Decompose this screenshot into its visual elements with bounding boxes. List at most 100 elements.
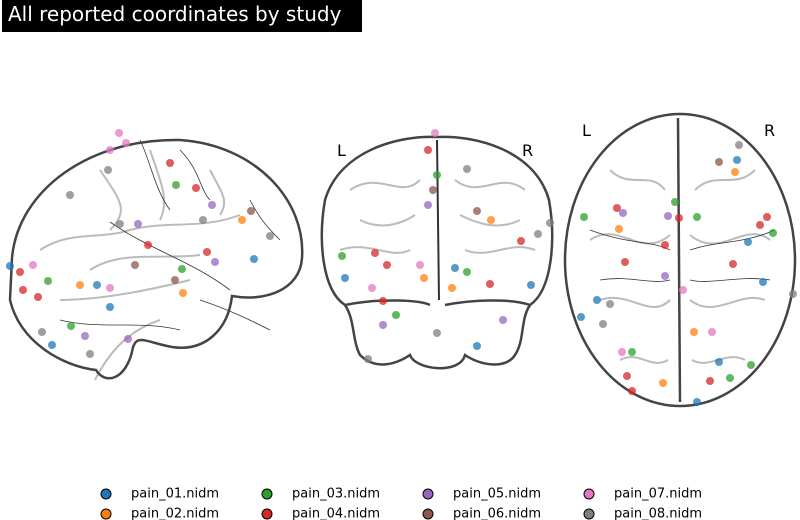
dot <box>593 296 601 304</box>
dot <box>763 213 771 221</box>
sulci-lines <box>59 139 281 331</box>
dot <box>628 387 636 395</box>
dot <box>67 322 75 330</box>
dot <box>38 328 46 336</box>
legend-label: pain_05.nidm <box>453 487 541 502</box>
axial-view: L R <box>563 112 797 408</box>
dot <box>106 284 114 292</box>
dot <box>726 374 734 382</box>
dot <box>364 355 372 363</box>
sagittal-view <box>8 138 304 381</box>
dot <box>759 278 767 286</box>
dot <box>199 216 207 224</box>
dot <box>473 342 481 350</box>
dot <box>122 139 130 147</box>
dot <box>623 372 631 380</box>
legend-marker <box>422 508 434 520</box>
legend-marker <box>583 488 595 500</box>
dot <box>48 341 56 349</box>
right-label: R <box>764 121 775 140</box>
dot <box>134 220 142 228</box>
left-label: L <box>582 121 591 140</box>
dot <box>715 158 723 166</box>
dot <box>448 284 456 292</box>
dot <box>211 258 219 266</box>
dot <box>693 398 701 406</box>
dot <box>433 171 441 179</box>
dot <box>659 379 667 387</box>
dot <box>679 286 687 294</box>
dot <box>463 268 471 276</box>
dot <box>178 265 186 273</box>
dot <box>131 261 139 269</box>
sulci <box>339 179 536 254</box>
dot <box>238 216 246 224</box>
dot <box>371 249 379 257</box>
dot <box>338 252 346 260</box>
dot <box>266 232 274 240</box>
dot <box>19 286 27 294</box>
dot <box>486 280 494 288</box>
dot <box>534 230 542 238</box>
dot <box>517 237 525 245</box>
title-box <box>2 0 362 32</box>
dot <box>621 258 629 266</box>
dot <box>44 277 52 285</box>
dot <box>664 212 672 220</box>
dot <box>744 238 752 246</box>
dot <box>463 165 471 173</box>
legend: pain_01.nidmpain_02.nidmpain_03.nidmpain… <box>100 487 702 520</box>
dot <box>379 321 387 329</box>
dot <box>599 320 607 328</box>
dot <box>731 168 739 176</box>
dot <box>619 209 627 217</box>
legend-marker <box>261 488 273 500</box>
legend-label: pain_02.nidm <box>131 507 219 520</box>
dot <box>580 213 588 221</box>
sulci <box>589 169 771 364</box>
dot <box>247 207 255 215</box>
legend-marker <box>100 488 112 500</box>
dot <box>451 264 459 272</box>
dot <box>577 313 585 321</box>
dot <box>104 166 112 174</box>
dot <box>613 204 621 212</box>
legend-label: pain_04.nidm <box>292 507 380 520</box>
legend-label: pain_06.nidm <box>453 507 541 520</box>
dot <box>661 272 669 280</box>
dot <box>341 274 349 282</box>
dot <box>424 201 432 209</box>
dot <box>756 221 764 229</box>
dot <box>166 159 174 167</box>
dot <box>115 129 123 137</box>
dot <box>16 268 24 276</box>
sulci <box>39 149 241 381</box>
dot <box>124 335 132 343</box>
legend-label: pain_07.nidm <box>614 487 702 502</box>
right-label: R <box>522 141 533 160</box>
dot <box>379 297 387 305</box>
dot <box>392 311 400 319</box>
dot <box>172 181 180 189</box>
dot <box>179 289 187 297</box>
dot <box>615 225 623 233</box>
dot <box>429 186 437 194</box>
dot <box>66 191 74 199</box>
coordinate-dots <box>6 129 797 406</box>
dot <box>116 220 124 228</box>
coronal-view: L R <box>320 135 554 370</box>
title: All reported coordinates by study <box>8 2 342 26</box>
dot <box>499 316 507 324</box>
dot <box>34 293 42 301</box>
sagittal-outline <box>8 138 304 380</box>
dot <box>144 241 152 249</box>
dot <box>733 156 741 164</box>
dot <box>628 348 636 356</box>
dot <box>618 348 626 356</box>
dot <box>93 281 101 289</box>
dot <box>527 281 535 289</box>
dot <box>729 260 737 268</box>
dot <box>473 207 481 215</box>
axial-outline <box>563 112 797 408</box>
